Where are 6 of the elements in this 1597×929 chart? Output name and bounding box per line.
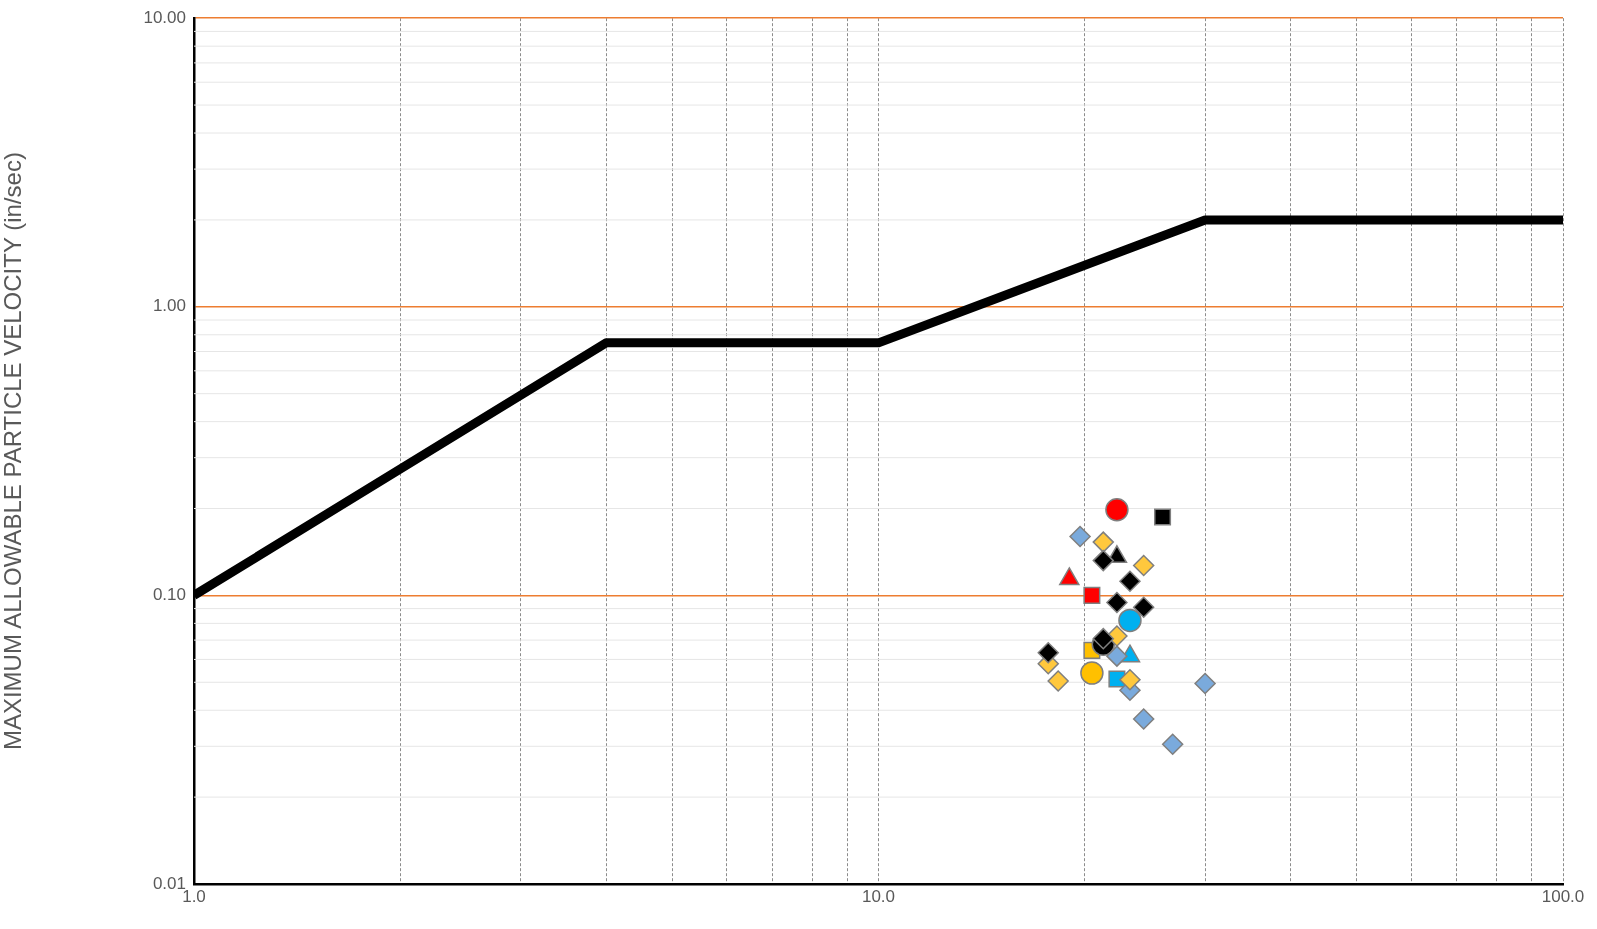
y-tick-label: 1.00 bbox=[152, 296, 186, 316]
x-tick-label: 10.0 bbox=[861, 886, 896, 906]
y-tick-label: 10.00 bbox=[143, 7, 186, 27]
y-tick-label: 0.10 bbox=[152, 585, 186, 605]
y-axis-title: MAXIMUM ALLOWABLE PARTICLE VELOCITY (in/sec) bbox=[0, 152, 27, 751]
x-tick-label: 100.0 bbox=[1541, 886, 1585, 906]
